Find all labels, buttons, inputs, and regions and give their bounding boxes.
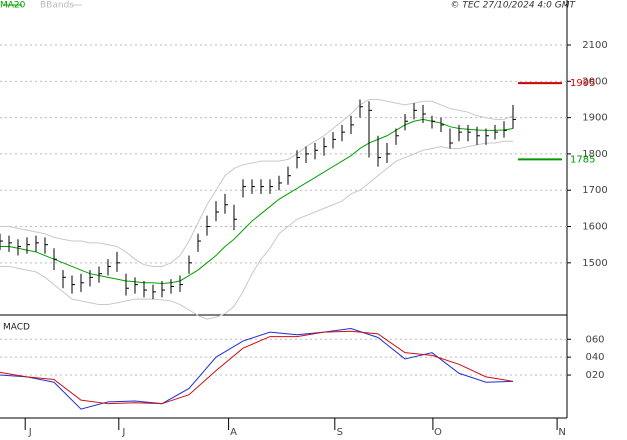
macd-title: MACD — [3, 323, 30, 333]
level-label: 1995 — [570, 78, 595, 89]
x-tick-label: N — [558, 427, 565, 438]
y-tick-label: 040 — [585, 352, 604, 363]
y-tick-label: 2100 — [582, 40, 607, 51]
series-line — [0, 328, 514, 410]
y-tick-label: 1600 — [582, 222, 607, 233]
series-line — [0, 330, 514, 405]
series-line — [0, 118, 514, 285]
y-tick-label: 060 — [585, 334, 604, 345]
x-tick-label: J — [121, 427, 125, 438]
x-tick-label: J — [28, 427, 32, 438]
legend-bbands: BBands — [40, 1, 74, 11]
y-tick-label: 1900 — [582, 113, 607, 124]
y-tick-label: 1500 — [582, 258, 607, 269]
y-tick-label: 1800 — [582, 149, 607, 160]
x-tick-label: A — [230, 427, 237, 438]
x-tick-label: O — [434, 427, 442, 438]
x-tick-label: S — [337, 427, 343, 438]
y-tick-label: 020 — [585, 370, 604, 381]
series-line — [0, 98, 514, 267]
legend-ma20: MA20 — [0, 1, 26, 11]
y-tick-label: 2000 — [582, 76, 607, 87]
credit: © TEC 27/10/2024 4:0 GMT — [450, 1, 576, 11]
y-tick-label: 1700 — [582, 185, 607, 196]
series-line — [0, 140, 513, 320]
level-label: 1785 — [570, 154, 595, 165]
